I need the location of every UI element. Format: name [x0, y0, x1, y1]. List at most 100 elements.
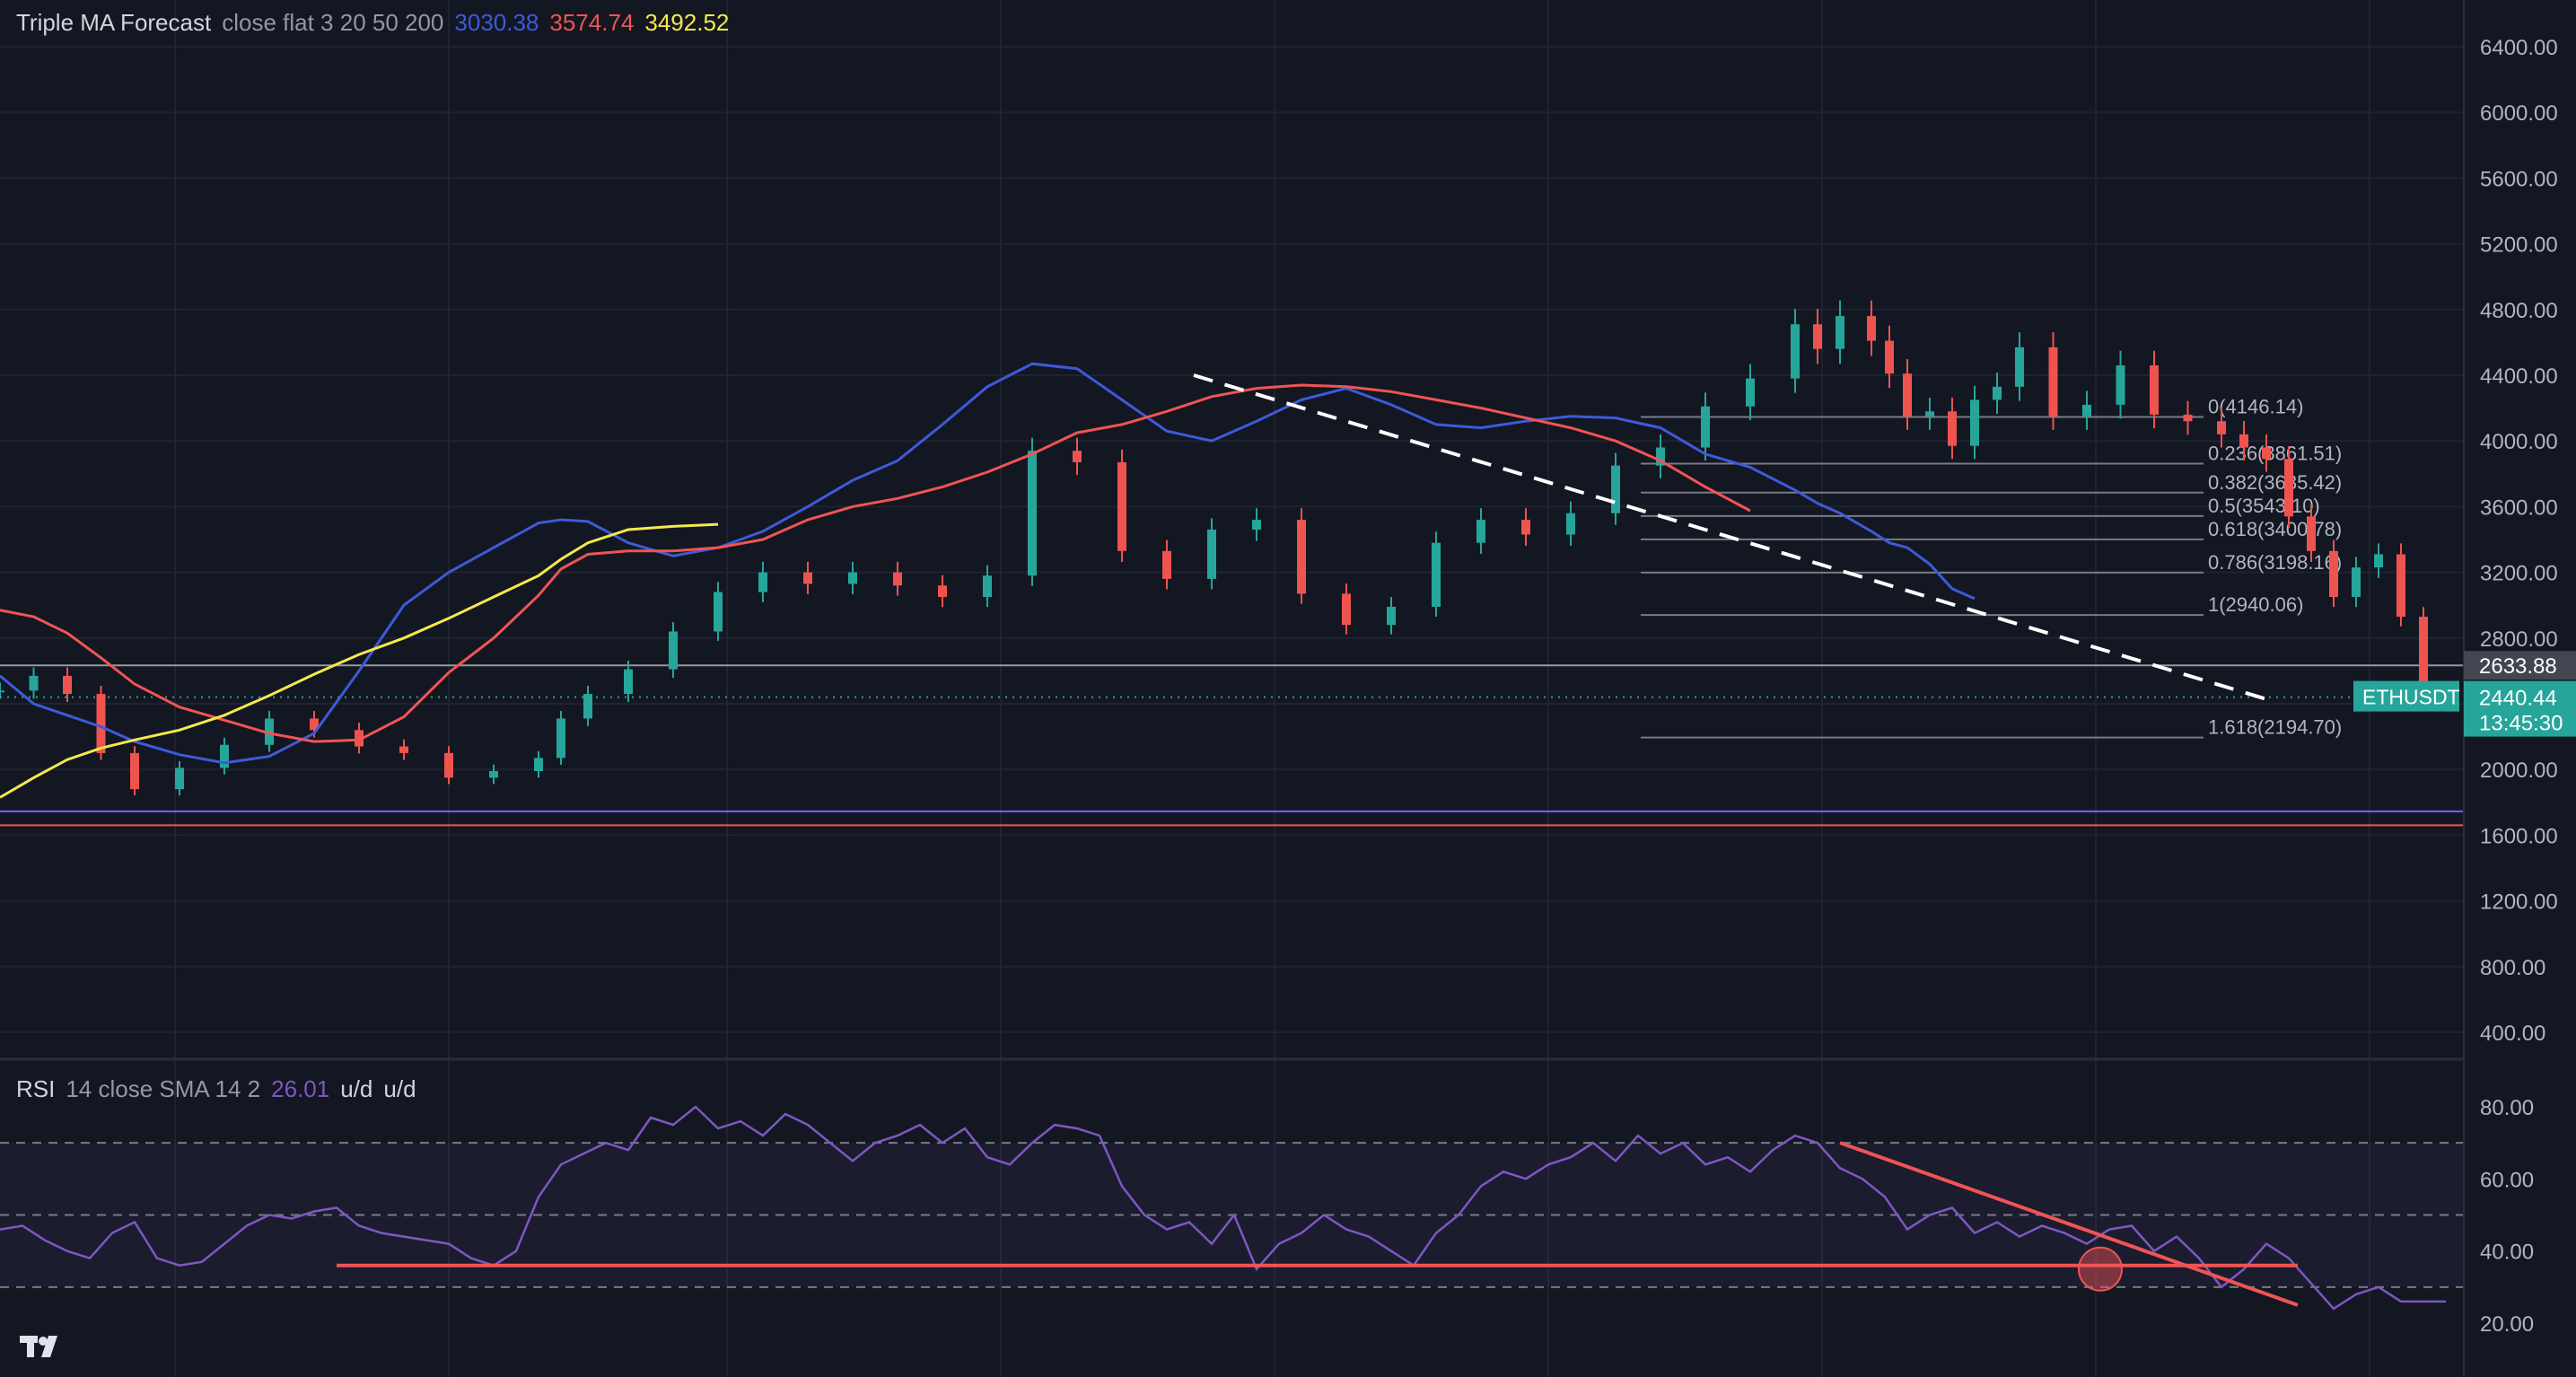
symbol-tag [2353, 680, 2459, 712]
rsi-name: RSI [16, 1075, 56, 1102]
candle-body [1701, 406, 1710, 448]
candle-body [2419, 617, 2428, 697]
candle-body [1476, 520, 1485, 543]
candle-body [1117, 461, 1126, 551]
candle-body [1746, 378, 1755, 407]
candle-body [1566, 513, 1575, 535]
candle-body [534, 758, 543, 772]
price-tick-label: 400.00 [2480, 1022, 2545, 1046]
rsi-breakout-marker [2078, 1246, 2123, 1292]
rsi-tail-1: u/d [340, 1075, 373, 1102]
rsi-tick-label: 80.00 [2480, 1096, 2534, 1120]
candle-body [893, 572, 902, 586]
rsi-tick-label: 60.00 [2480, 1168, 2534, 1192]
fib-level-label: 0(4146.14) [2208, 395, 2303, 417]
candle-body [2015, 346, 2024, 387]
candle-body [489, 771, 498, 778]
candle-body [1252, 520, 1261, 531]
fib-level-label: 0.5(3543.10) [2208, 495, 2320, 517]
price-tick-label: 3600.00 [2480, 496, 2558, 520]
price-tick-label: 5600.00 [2480, 167, 2558, 191]
candle-body [2329, 550, 2338, 598]
candle-body [96, 694, 106, 753]
candle-body [2239, 434, 2248, 448]
moving-averages [0, 362, 1976, 799]
candle-body [556, 718, 565, 759]
current-price-tag [2464, 680, 2576, 737]
price-tick-label: 2800.00 [2480, 627, 2558, 652]
candle-body [2183, 414, 2193, 422]
price-tick-label: 1200.00 [2480, 890, 2558, 915]
ma1-value: 3030.38 [454, 9, 539, 36]
fib-level-label: 1.618(2194.70) [2208, 716, 2342, 739]
candle-body [2048, 346, 2058, 417]
fib-level-label: 0.236(3861.51) [2208, 443, 2342, 465]
price-tick-label: 4400.00 [2480, 364, 2558, 389]
price-tick-label: 2000.00 [2480, 759, 2558, 783]
rsi-tick-label: 40.00 [2480, 1241, 2534, 1265]
candle-body [1885, 340, 1894, 374]
candle-body [1656, 447, 1665, 466]
support-lines [0, 664, 2464, 827]
dashed-downtrend-line [1193, 373, 2272, 703]
candle-body [2352, 567, 2361, 598]
moving-average-line [0, 383, 1751, 743]
rsi-value: 26.01 [271, 1075, 330, 1102]
candle-body [848, 572, 857, 584]
candle-body [2307, 516, 2316, 551]
candle-body [444, 752, 453, 778]
price-tick-label: 6400.00 [2480, 36, 2558, 60]
fib-level-label: 1(2940.06) [2208, 593, 2303, 616]
candle-body [1297, 520, 1306, 594]
candle-body [1387, 607, 1396, 626]
candle-body [1903, 373, 1912, 417]
tradingview-logo-icon[interactable] [20, 1330, 70, 1363]
candle-body [1948, 411, 1957, 446]
price-tick-label: 4000.00 [2480, 430, 2558, 454]
ma2-value: 3574.74 [549, 9, 635, 36]
price-tick-label: 5200.00 [2480, 233, 2558, 258]
candle-body [1925, 411, 1934, 417]
candle-body [2262, 447, 2271, 460]
candle-body [803, 572, 812, 584]
price-tick-label: 4800.00 [2480, 299, 2558, 323]
candle-body [1073, 451, 1082, 462]
candle-body [399, 746, 408, 753]
candle-body [1162, 550, 1171, 579]
candle-body [130, 752, 139, 790]
candle-body [983, 575, 992, 598]
rsi-line [0, 1105, 2446, 1311]
candle-body [265, 718, 274, 745]
candle-body [175, 767, 184, 790]
candle-body [624, 669, 633, 695]
main-legend[interactable]: Triple MA Forecast close flat 3 20 50 200… [16, 9, 740, 37]
candle-body [1342, 593, 1351, 626]
level-tag-text: 2633.88 [2479, 654, 2557, 679]
candle-body [2396, 554, 2405, 618]
candle-body [220, 744, 229, 768]
candle-body [1993, 386, 2002, 400]
candle-body [63, 675, 72, 695]
price-tick-label: 3200.00 [2480, 562, 2558, 586]
rsi-pane [0, 1105, 2464, 1311]
fibonacci-retracement[interactable]: 0(4146.14) 0.236(3861.51) 0.382(3685.42)0.… [1641, 395, 2342, 739]
rsi-trendline [1839, 1141, 2299, 1307]
moving-average-line [0, 522, 719, 799]
level-tag [2464, 651, 2576, 680]
candle-body [669, 631, 678, 670]
candle-body [2284, 459, 2293, 517]
price-tick-label: 1600.00 [2480, 824, 2558, 848]
rsi-tick-label: 20.00 [2480, 1312, 2534, 1337]
candle-body [2150, 365, 2159, 415]
candle-body [1836, 316, 1844, 349]
fib-level-label: 0.382(3685.42) [2208, 471, 2342, 494]
rsi-legend[interactable]: RSI 14 close SMA 14 2 26.01 u/d u/d [16, 1075, 427, 1103]
candle-body [758, 572, 767, 592]
candle-body [310, 718, 319, 731]
candle-body [2082, 404, 2091, 417]
dashed-trendline[interactable] [1193, 373, 2272, 703]
candle-body [1028, 451, 1037, 576]
